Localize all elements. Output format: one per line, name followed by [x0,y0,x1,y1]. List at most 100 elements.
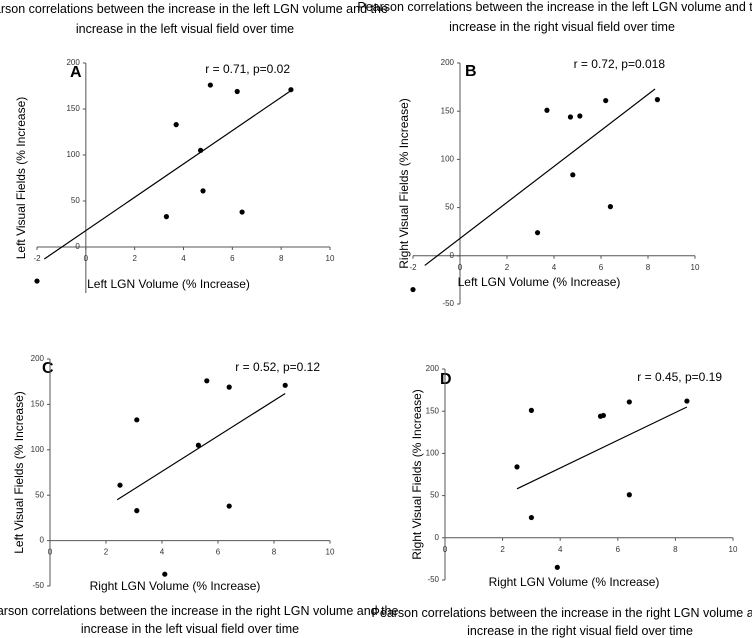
data-point [226,503,232,509]
panel-label: B [465,63,477,80]
data-point [34,278,40,284]
x-tick-label: 4 [558,545,563,554]
data-point [684,398,690,404]
chart-title: Pearson correlations between the increas… [372,606,752,638]
data-point [282,382,288,388]
data-point [528,407,535,413]
data-point [204,378,210,384]
data-point [544,107,550,113]
y-tick-label: 0 [40,536,45,545]
y-tick-label: -50 [442,299,454,308]
x-tick-label: 6 [230,254,235,263]
chart-title: Pearson correlations between the increas… [0,604,398,636]
data-point [207,82,213,88]
data-point [514,464,520,470]
x-tick-label: 2 [132,254,137,263]
data-point [603,97,609,104]
annotation: r = 0.71, p=0.02 [205,62,290,76]
y-tick-label: 200 [66,58,80,67]
x-axis-label: Right LGN Volume (% Increase) [489,575,660,589]
y-tick-label: 50 [71,196,80,205]
annotation: r = 0.52, p=0.12 [235,360,320,374]
data-point [134,508,140,514]
data-point [654,97,661,103]
data-point [163,214,170,220]
x-tick-label: 2 [104,548,109,557]
y-tick-label: 200 [441,58,455,67]
y-axis-label: Right Visual Fields (% Increase) [397,98,411,269]
x-tick-label: 4 [181,254,186,263]
y-tick-label: 200 [31,354,45,363]
y-axis-label: Left Visual Fields (% Increase) [14,97,28,260]
y-tick-label: 50 [35,490,44,499]
data-point [577,113,583,119]
data-point [626,399,632,405]
trend-line [43,90,292,260]
data-point [134,417,140,423]
x-tick-label: 6 [616,545,621,554]
x-tick-label: 8 [673,545,678,554]
data-point [239,209,245,215]
data-point [626,492,632,498]
data-point [234,88,240,95]
y-tick-label: 100 [31,445,45,454]
x-tick-label: 8 [279,254,284,263]
x-tick-label: 6 [599,263,604,272]
x-tick-label: 8 [646,263,651,272]
x-axis-label: Left LGN Volume (% Increase) [87,277,250,291]
x-tick-label: 0 [458,263,463,272]
data-point [607,204,614,210]
x-tick-label: 0 [48,548,53,557]
y-tick-label: 150 [31,400,45,409]
y-tick-label: 100 [66,150,80,159]
data-point [195,442,201,448]
x-tick-label: 4 [552,263,557,272]
y-tick-label: 150 [426,406,440,415]
trend-line [424,88,656,266]
y-tick-label: -50 [32,581,44,590]
data-point [117,482,123,488]
data-point [226,384,232,390]
x-tick-label: 0 [84,254,89,263]
x-tick-label: 2 [505,263,510,272]
panel-label: A [70,64,82,81]
data-point [200,188,206,194]
x-tick-label: 0 [443,545,448,554]
y-axis-label: Left Visual Fields (% Increase) [12,391,26,554]
data-point [554,564,560,570]
panel-label: D [440,371,452,388]
y-tick-label: 150 [66,104,80,113]
x-tick-label: 10 [326,548,335,557]
y-tick-label: 0 [75,242,80,251]
x-tick-label: 8 [272,548,277,557]
chart-title: Pearson correlations between the increas… [357,0,752,34]
y-tick-label: 50 [430,491,439,500]
trend-line [516,406,688,490]
data-point [534,230,541,236]
trend-line [116,392,286,501]
chart-title: Pearson correlations between the increas… [0,2,391,36]
y-tick-label: 50 [445,203,454,212]
data-point [570,172,576,178]
y-tick-label: 0 [435,533,440,542]
data-point [528,514,535,521]
data-point [197,147,204,153]
x-tick-label: 2 [500,545,505,554]
annotation: r = 0.72, p=0.018 [574,57,666,71]
x-axis-label: Right LGN Volume (% Increase) [90,579,261,593]
data-point [567,114,574,120]
annotation: r = 0.45, p=0.19 [637,370,722,384]
x-tick-label: 10 [691,263,700,272]
y-tick-label: 150 [441,106,455,115]
x-tick-label: -2 [409,263,417,272]
x-tick-label: 10 [326,254,335,263]
y-tick-label: 0 [450,251,455,260]
data-point [600,412,607,419]
x-tick-label: 10 [729,545,738,554]
x-axis-label: Left LGN Volume (% Increase) [458,275,621,289]
x-tick-label: 6 [216,548,221,557]
y-tick-label: -50 [427,575,439,584]
y-tick-label: 100 [441,155,455,164]
panel-label: C [42,360,54,377]
